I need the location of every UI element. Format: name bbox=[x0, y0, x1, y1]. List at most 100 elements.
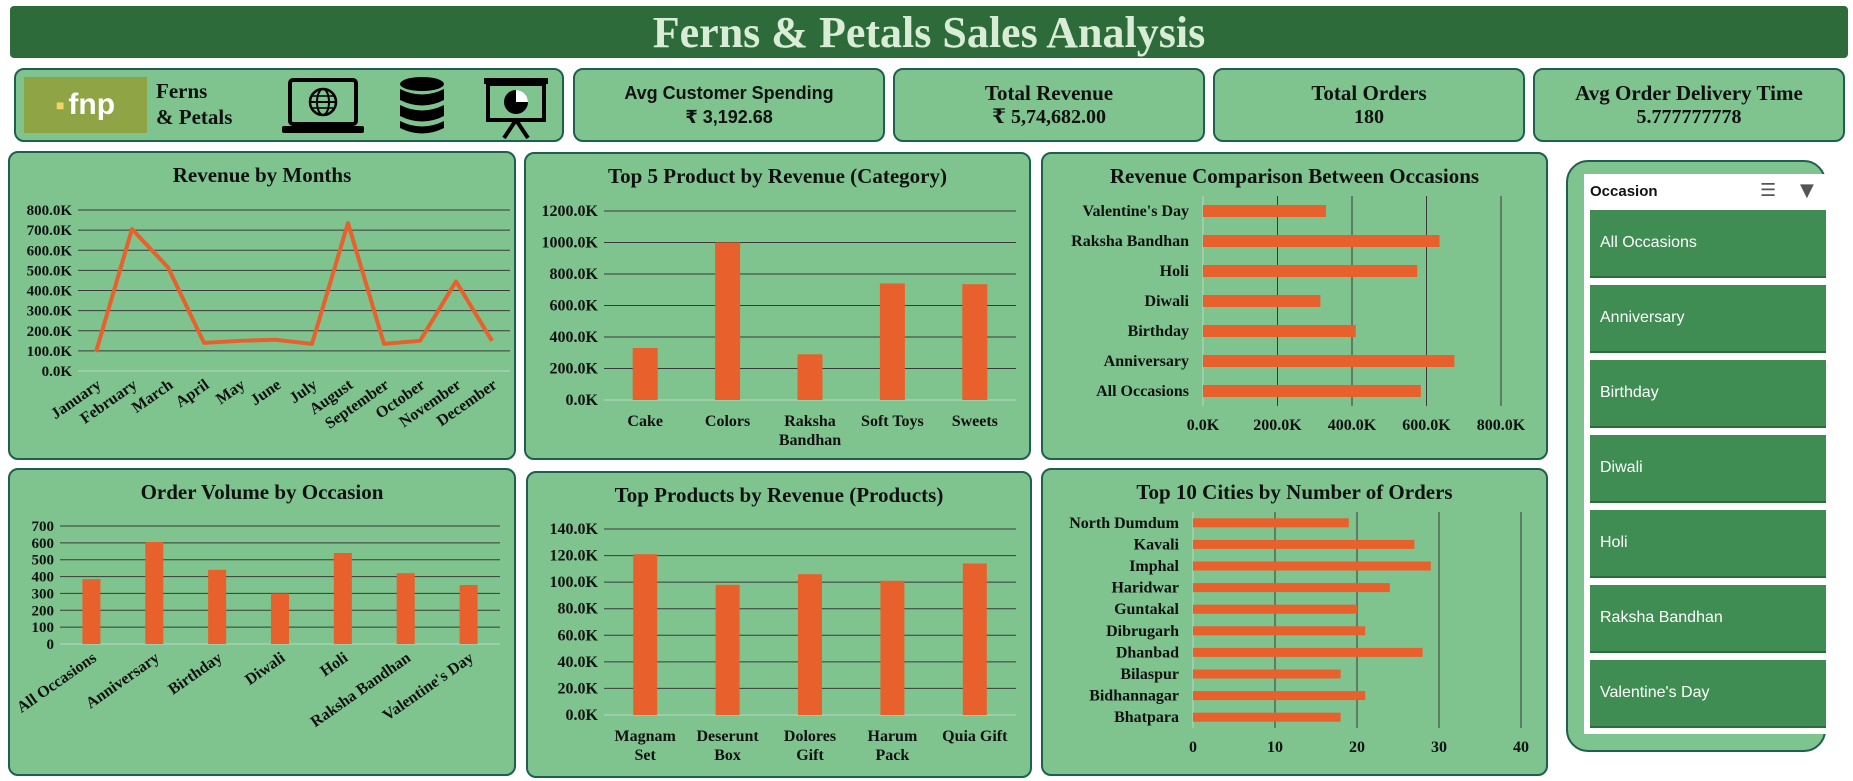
y-tick-label: 60.0K bbox=[558, 627, 599, 644]
top5-category-chart: 0.0K 200.0K 400.0K 600.0K 800.0K 1000.0K 1200.… bbox=[542, 203, 1016, 449]
slicer-header: Occasion ☰ ▼ bbox=[1590, 178, 1826, 204]
bar-sweets bbox=[962, 284, 988, 400]
y-tick-label: 300.0K bbox=[27, 304, 73, 320]
logo-text: fnp bbox=[68, 88, 116, 121]
kpi-value: 180 bbox=[1354, 106, 1384, 128]
kpi-label: Avg Order Delivery Time bbox=[1575, 81, 1803, 105]
y-tick-label: 20.0K bbox=[558, 680, 599, 697]
fnp-logo: ■ fnp bbox=[24, 77, 147, 133]
y-tick-label: 700 bbox=[32, 519, 55, 535]
kpi-value: ₹ 3,192.68 bbox=[685, 107, 773, 127]
chart-title: Revenue Comparison Between Occasions bbox=[1109, 164, 1480, 188]
bar-all-occasions bbox=[1203, 385, 1421, 397]
bar-valentine-s-day bbox=[459, 585, 478, 644]
slicer-item-valentine-s-day[interactable]: Valentine's Day bbox=[1590, 660, 1826, 728]
bar-holi bbox=[333, 552, 352, 644]
slicer-item-anniversary[interactable]: Anniversary bbox=[1590, 285, 1826, 353]
x-tick-label: Magnam Set bbox=[615, 728, 677, 764]
bar-all-occasions bbox=[82, 579, 101, 644]
x-tick-label: Soft Toys bbox=[861, 413, 924, 430]
y-tick-label: 600 bbox=[32, 536, 55, 552]
y-tick-label: 0 bbox=[47, 637, 55, 653]
slicer-item-diwali[interactable]: Diwali bbox=[1590, 435, 1826, 503]
y-tick-label: Dibrugarh bbox=[1106, 623, 1179, 640]
y-tick-label: Diwali bbox=[1145, 293, 1190, 310]
revenue-occasions-chart: 0.0K 200.0K 400.0K 600.0K 800.0K Valentine's … bbox=[1071, 196, 1526, 434]
x-tick-label: Birthday bbox=[165, 649, 225, 698]
slicer-item-birthday[interactable]: Birthday bbox=[1590, 360, 1826, 428]
y-tick-label: 200.0K bbox=[27, 324, 73, 340]
y-tick-label: Bidhannagar bbox=[1089, 688, 1179, 705]
chart-title: Revenue by Months bbox=[172, 163, 352, 187]
clear-filter-icon[interactable]: ▼ bbox=[1800, 180, 1814, 201]
y-tick-label: 600.0K bbox=[550, 298, 599, 315]
presentation-chart-icon bbox=[484, 78, 548, 140]
x-tick-label: March bbox=[129, 376, 176, 416]
slicer-item-all-occasions[interactable]: All Occasions bbox=[1590, 210, 1826, 278]
chart-title: Top 5 Product by Revenue (Category) bbox=[608, 164, 947, 188]
bar-holi bbox=[1203, 265, 1418, 277]
x-tick-label: 10 bbox=[1267, 739, 1283, 756]
x-tick-label: June bbox=[248, 376, 285, 409]
y-tick-label: 400 bbox=[32, 570, 55, 586]
multi-select-icon[interactable]: ☰ bbox=[1760, 180, 1777, 201]
bar-haridwar bbox=[1193, 583, 1390, 593]
bar-anniversary bbox=[1203, 355, 1455, 367]
x-tick-label: 0.0K bbox=[1187, 417, 1220, 434]
y-tick-label: 0.0K bbox=[566, 392, 599, 409]
bar-north-dumdum bbox=[1193, 518, 1349, 528]
bar-anniversary bbox=[145, 542, 164, 644]
revenue-line bbox=[94, 221, 494, 353]
bar-imphal bbox=[1193, 561, 1431, 571]
x-tick-label: May bbox=[213, 376, 248, 408]
y-tick-label: 800.0K bbox=[27, 203, 73, 219]
y-tick-label: 140.0K bbox=[550, 521, 599, 538]
x-tick-label: 200.0K bbox=[1253, 417, 1302, 434]
y-tick-label: 500 bbox=[32, 553, 55, 569]
x-tick-label: 0 bbox=[1189, 739, 1197, 756]
bar-bhatpara bbox=[1193, 712, 1341, 722]
chart-title: Top 10 Cities by Number of Orders bbox=[1136, 480, 1453, 504]
chart-title: Order Volume by Occasion bbox=[140, 480, 384, 504]
bar-raksha-bandhan bbox=[1203, 235, 1440, 247]
bar-guntakal bbox=[1193, 604, 1357, 614]
bar-bidhannagar bbox=[1193, 691, 1366, 701]
x-tick-label: Raksha Bandhan bbox=[779, 413, 841, 449]
bar-magnam-set bbox=[633, 554, 658, 715]
x-tick-label: 30 bbox=[1431, 739, 1447, 756]
x-tick-label: Cake bbox=[627, 413, 663, 430]
y-tick-label: Bilaspur bbox=[1120, 666, 1179, 683]
x-tick-label: Holi bbox=[317, 649, 351, 680]
y-tick-label: Valentine's Day bbox=[1082, 203, 1189, 220]
y-tick-label: 600.0K bbox=[27, 243, 73, 259]
slicer-item-holi[interactable]: Holi bbox=[1590, 510, 1826, 578]
database-icon bbox=[400, 77, 444, 134]
y-tick-label: 100 bbox=[32, 620, 55, 636]
chart-card-top-cities: Top 10 Cities by Number of Orders 0 10 20 3… bbox=[1041, 468, 1548, 776]
kpi-total-orders: Total Orders 180 bbox=[1213, 68, 1525, 142]
bar-valentine-s-day bbox=[1203, 205, 1326, 217]
kpi-value: 5.777777778 bbox=[1636, 106, 1742, 128]
x-tick-label: 40 bbox=[1513, 739, 1529, 756]
y-tick-label: 700.0K bbox=[27, 223, 73, 239]
chart-card-order-volume: Order Volume by Occasion 0 100 200 300 400 50… bbox=[8, 468, 516, 776]
chart-card-revenue-occasions: Revenue Comparison Between Occasions 0.0… bbox=[1041, 152, 1548, 460]
y-tick-label: Raksha Bandhan bbox=[1071, 233, 1189, 250]
y-tick-label: Dhanbad bbox=[1116, 644, 1179, 661]
bar-cake bbox=[632, 348, 658, 400]
x-tick-label: Sweets bbox=[952, 413, 998, 430]
x-tick-label: 400.0K bbox=[1328, 417, 1377, 434]
bar-diwali bbox=[1203, 295, 1321, 307]
y-tick-label: 40.0K bbox=[558, 654, 599, 671]
x-tick-label: Diwali bbox=[242, 649, 289, 689]
kpi-total-revenue: Total Revenue ₹ 5,74,682.00 bbox=[893, 68, 1205, 142]
bar-colors bbox=[715, 242, 741, 400]
revenue-by-months-chart: 0.0K 100.0K 200.0K 300.0K 400.0K 500.0K 600.0K… bbox=[27, 203, 510, 433]
brand-name: Ferns & Petals bbox=[156, 78, 232, 130]
x-tick-label: Deserunt Box bbox=[696, 728, 759, 764]
y-tick-label: 500.0K bbox=[27, 263, 73, 279]
slicer-item-raksha-bandhan[interactable]: Raksha Bandhan bbox=[1590, 585, 1826, 653]
chart-card-top5-category: Top 5 Product by Revenue (Category) 0.0K… bbox=[524, 152, 1031, 460]
chart-title: Top Products by Revenue (Products) bbox=[614, 483, 944, 507]
bar-birthday bbox=[1203, 325, 1356, 337]
